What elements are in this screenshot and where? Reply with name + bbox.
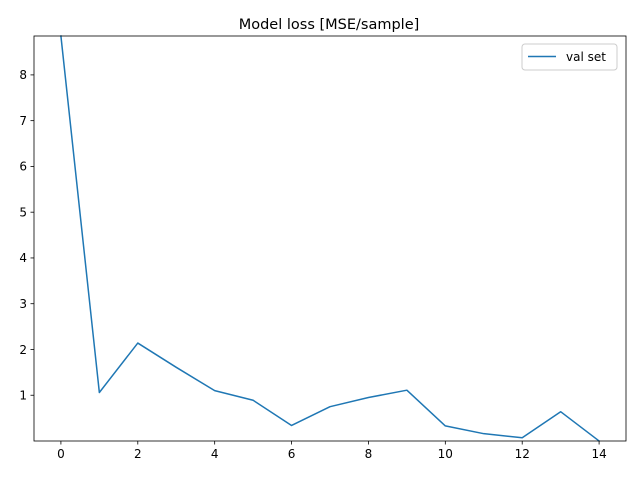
y-tick-label: 1 (19, 389, 27, 403)
legend-frame (521, 43, 618, 71)
x-tick-label: 2 (134, 447, 142, 461)
x-tick-label: 4 (211, 447, 219, 461)
x-tick-label: 8 (365, 447, 373, 461)
y-tick-label: 4 (19, 251, 27, 265)
chart-title: Model loss [MSE/sample] (239, 17, 420, 33)
plot-area (34, 36, 626, 441)
x-tick-label: 14 (591, 447, 606, 461)
x-tick-label: 0 (57, 447, 65, 461)
axes-frame (33, 35, 627, 442)
legend: val set (521, 43, 618, 71)
legend-label-val-set: val set (566, 50, 606, 64)
y-tick-label: 8 (19, 68, 27, 82)
y-tick-label: 5 (19, 205, 27, 219)
x-tick-label: 12 (515, 447, 530, 461)
y-tick-label: 2 (19, 343, 27, 357)
x-tick-label: 6 (288, 447, 296, 461)
y-tick-label: 7 (19, 114, 27, 128)
y-tick-label: 6 (19, 160, 27, 174)
x-tick-label: 10 (438, 447, 453, 461)
y-tick-label: 3 (19, 297, 27, 311)
